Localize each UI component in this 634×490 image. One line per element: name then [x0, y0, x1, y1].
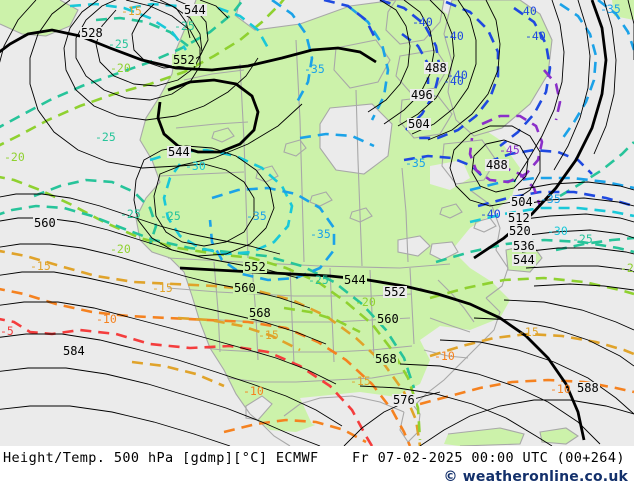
valid-datetime: Fr 07-02-2025 00:00 UTC (00+264): [352, 450, 625, 466]
copyright-notice: © weatheronline.co.uk: [443, 469, 628, 485]
map-canvas[interactable]: 544 528 552 544 560 584 552 560 568 544 552 560 568 5…: [0, 0, 634, 446]
coastline-border-layer: [0, 0, 579, 446]
map-svg: [0, 0, 634, 446]
map-footer: Height/Temp. 500 hPa [gdmp][°C] ECMWF Fr…: [0, 446, 634, 490]
product-title: Height/Temp. 500 hPa [gdmp][°C] ECMWF: [3, 450, 319, 466]
height-contour-layer: [0, 0, 634, 446]
